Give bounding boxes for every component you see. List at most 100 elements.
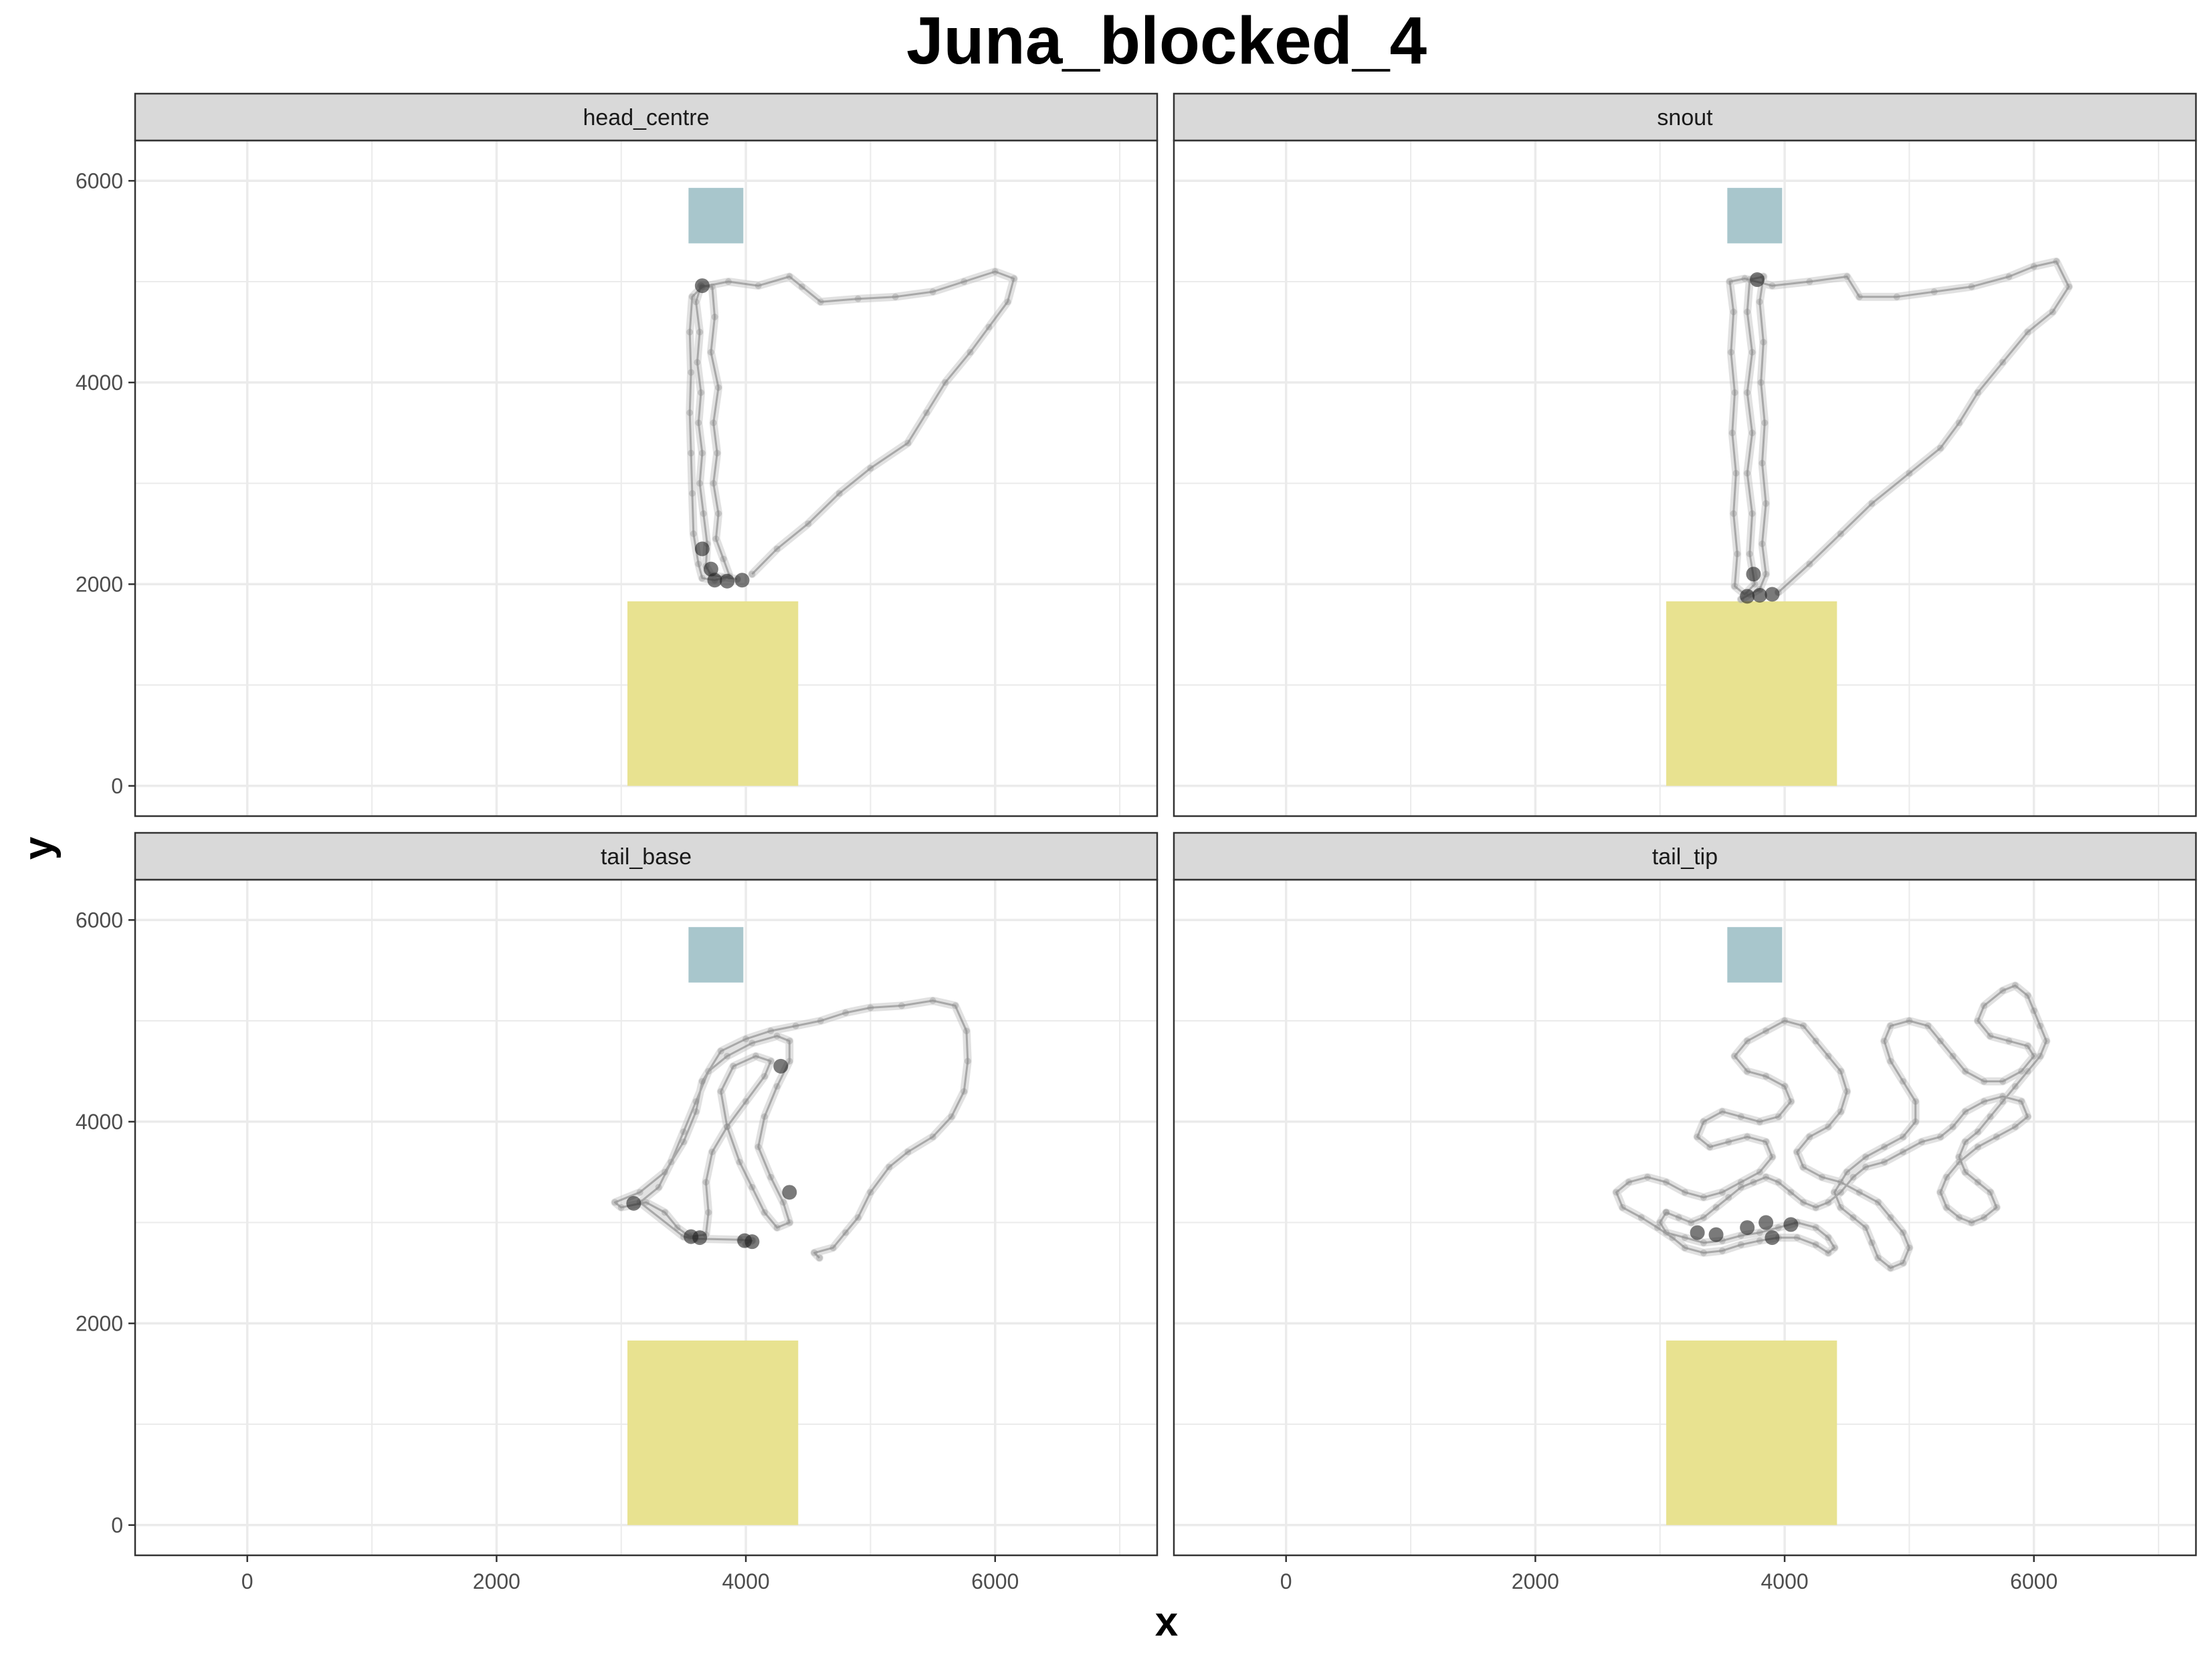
dense-point	[1765, 1230, 1780, 1246]
track-point	[1787, 1098, 1795, 1105]
dense-point	[1746, 567, 1761, 582]
track-point	[708, 283, 716, 290]
track-point	[773, 1032, 781, 1040]
track-point	[1761, 419, 1769, 427]
track-point	[1999, 1078, 2007, 1085]
track-point	[1906, 1244, 1913, 1252]
track-point	[1730, 308, 1737, 316]
track-point	[1849, 1173, 1857, 1181]
track-point	[1999, 987, 2007, 994]
track-point	[1757, 379, 1765, 386]
track-point	[761, 1072, 769, 1080]
track-point	[1756, 1229, 1763, 1236]
track-point	[929, 997, 936, 1004]
track-line	[613, 999, 969, 1259]
track-point	[1737, 1113, 1744, 1120]
track-point	[1912, 1098, 1919, 1105]
track-point	[1787, 1189, 1795, 1196]
track-point	[1744, 389, 1751, 396]
track-point	[1887, 1058, 1894, 1065]
track-point	[892, 293, 899, 300]
track-point	[1837, 1203, 1844, 1211]
facet-strip	[1173, 832, 2197, 881]
track-point	[1726, 278, 1734, 286]
track-point	[1756, 298, 1763, 306]
track-point	[1837, 530, 1844, 537]
track-point	[700, 510, 707, 517]
track-point	[1793, 1149, 1801, 1156]
track-point	[829, 1244, 837, 1252]
track-point	[2024, 1113, 2031, 1120]
facet-strip	[1173, 92, 2197, 142]
track-point	[1918, 1138, 1926, 1145]
track-point	[1874, 1199, 1882, 1206]
track-point	[1800, 1199, 1807, 1206]
track-point	[1663, 1209, 1670, 1216]
track-point	[674, 1224, 681, 1232]
track-point	[702, 1179, 710, 1186]
track-point	[1613, 1189, 1620, 1196]
track-point	[1887, 1264, 1894, 1272]
track-point	[1718, 1108, 1726, 1115]
track-point	[1855, 1189, 1863, 1196]
track-point	[1887, 1214, 1894, 1221]
y-tick-label: 0	[111, 1513, 123, 1537]
facet-strip-label: snout	[1657, 105, 1713, 130]
track-point	[1737, 1179, 1744, 1186]
track-line	[1728, 260, 2070, 601]
track-point	[1758, 460, 1766, 467]
track-point	[1727, 349, 1734, 356]
track-point	[688, 369, 695, 376]
track-point	[1868, 500, 1876, 507]
track-point	[755, 1143, 762, 1151]
x-tick-label: 6000	[2010, 1569, 2057, 1593]
track-point	[786, 1219, 793, 1226]
track-point	[2024, 1042, 2031, 1050]
track-point	[1837, 1068, 1844, 1075]
track-point	[1943, 1203, 1950, 1211]
track-point	[817, 1017, 824, 1025]
track-point	[1731, 583, 1738, 590]
track-point	[1806, 561, 1813, 568]
track-point	[1781, 1017, 1789, 1025]
track-point	[1955, 419, 1963, 427]
track-point	[1912, 1118, 1919, 1125]
track-point	[1700, 1214, 1707, 1221]
track-point	[761, 1113, 769, 1120]
track-point	[697, 389, 704, 396]
track-point	[710, 480, 717, 487]
track-point	[1737, 1183, 1744, 1191]
track-point	[1619, 1203, 1626, 1211]
track-point	[680, 1128, 687, 1135]
track-point	[698, 1078, 706, 1085]
dense-point	[782, 1185, 797, 1200]
track-point	[1843, 1088, 1851, 1095]
dense-point	[1690, 1225, 1705, 1240]
track-point	[816, 1254, 823, 1262]
track-point	[2037, 1022, 2044, 1030]
track-point	[1937, 1133, 1944, 1141]
track-point	[1937, 1038, 1944, 1045]
zone-start	[627, 1340, 799, 1525]
track-point	[655, 1183, 662, 1191]
track-point	[1663, 1229, 1670, 1236]
track-point	[2005, 273, 2013, 280]
track-point	[898, 1002, 905, 1009]
track-point	[617, 1203, 625, 1211]
track-point	[1731, 1052, 1738, 1060]
track-point	[708, 1149, 716, 1156]
track-point	[854, 1214, 862, 1221]
track-point	[1924, 1022, 1932, 1030]
track-point	[2024, 992, 2031, 999]
track-point	[2065, 283, 2072, 290]
dense-point	[1752, 587, 1767, 603]
track-point	[1734, 551, 1741, 558]
track-point	[1843, 1169, 1851, 1176]
track-point	[2049, 308, 2056, 316]
track-point	[736, 1159, 743, 1166]
track-point	[1741, 275, 1748, 282]
track-point	[1744, 470, 1751, 477]
track-point	[1868, 1239, 1876, 1246]
track-point	[1637, 1214, 1645, 1221]
x-tick-label: 4000	[722, 1569, 769, 1593]
